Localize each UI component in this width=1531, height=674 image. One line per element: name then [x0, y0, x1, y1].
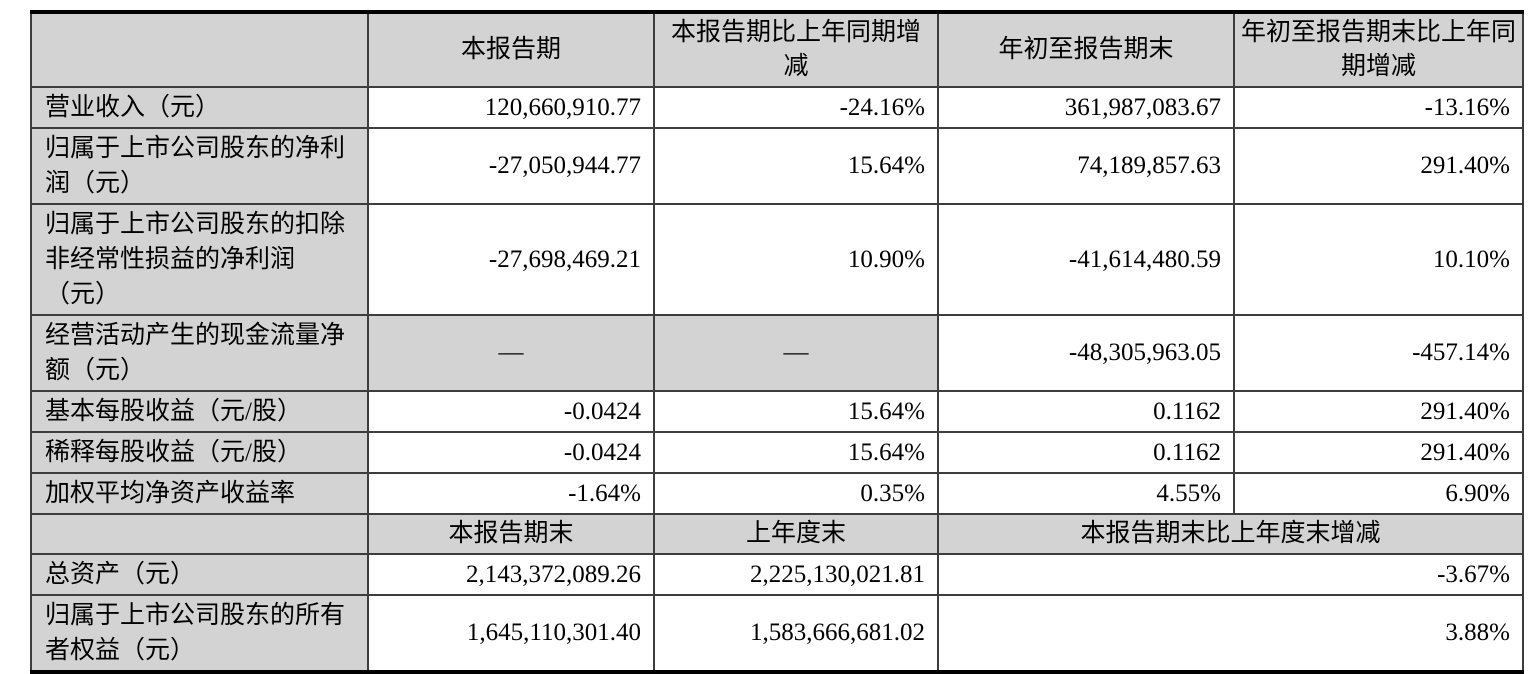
header-corner-cell [30, 11, 369, 88]
net-profit-current-value: -27,050,944.77 [367, 127, 655, 205]
cash-flow-ytd-yoy-value: -457.14% [1233, 314, 1524, 392]
financial-indicators-table: 本报告期 本报告期比上年同期增减 年初至报告期末 年初至报告期末比上年同期增减 … [30, 10, 1524, 674]
equity-label: 归属于上市公司股东的所有者权益（元） [30, 594, 369, 673]
table-header-row: 本报告期 本报告期比上年同期增减 年初至报告期末 年初至报告期末比上年同期增减 [30, 11, 1524, 88]
table-row-total-assets: 总资产（元） 2,143,372,089.26 2,225,130,021.81… [30, 553, 1524, 596]
subheader-corner-cell [30, 513, 369, 555]
net-profit-excl-ytd-value: -41,614,480.59 [937, 203, 1235, 316]
total-assets-end-of-period-value: 2,143,372,089.26 [367, 553, 655, 596]
net-profit-yoy-value: 15.64% [653, 127, 939, 205]
equity-end-of-prev-year-value: 1,583,666,681.02 [653, 594, 939, 673]
basic-eps-ytd-yoy-value: 291.40% [1233, 390, 1524, 433]
table-subheader-row: 本报告期末 上年度末 本报告期末比上年度末增减 [30, 513, 1524, 555]
revenue-ytd-value: 361,987,083.67 [937, 86, 1235, 129]
net-profit-excl-ytd-yoy-value: 10.10% [1233, 203, 1524, 316]
cash-flow-yoy-dash: — [653, 314, 939, 392]
header-current-period: 本报告期 [367, 11, 655, 88]
header-year-to-date-yoy: 年初至报告期末比上年同期增减 [1233, 11, 1524, 88]
revenue-current-value: 120,660,910.77 [367, 86, 655, 129]
equity-end-of-period-value: 1,645,110,301.40 [367, 594, 655, 673]
net-profit-label: 归属于上市公司股东的净利润（元） [30, 127, 369, 205]
total-assets-end-of-prev-year-value: 2,225,130,021.81 [653, 553, 939, 596]
weighted-avg-roe-ytd-value: 4.55% [937, 472, 1235, 515]
revenue-yoy-value: -24.16% [653, 86, 939, 129]
subheader-period-vs-prev-year: 本报告期末比上年度末增减 [937, 513, 1524, 555]
table-row-revenue: 营业收入（元） 120,660,910.77 -24.16% 361,987,0… [30, 86, 1524, 129]
basic-eps-ytd-value: 0.1162 [937, 390, 1235, 433]
table-row-operating-cash-flow: 经营活动产生的现金流量净额（元） — — -48,305,963.05 -457… [30, 314, 1524, 392]
total-assets-label: 总资产（元） [30, 553, 369, 596]
subheader-end-of-prev-year: 上年度末 [653, 513, 939, 555]
revenue-ytd-yoy-value: -13.16% [1233, 86, 1524, 129]
header-current-period-yoy: 本报告期比上年同期增减 [653, 11, 939, 88]
table-row-basic-eps: 基本每股收益（元/股） -0.0424 15.64% 0.1162 291.40… [30, 390, 1524, 433]
table-row-equity: 归属于上市公司股东的所有者权益（元） 1,645,110,301.40 1,58… [30, 594, 1524, 673]
diluted-eps-current-value: -0.0424 [367, 431, 655, 474]
weighted-avg-roe-current-value: -1.64% [367, 472, 655, 515]
cash-flow-label: 经营活动产生的现金流量净额（元） [30, 314, 369, 392]
diluted-eps-ytd-yoy-value: 291.40% [1233, 431, 1524, 474]
weighted-avg-roe-ytd-yoy-value: 6.90% [1233, 472, 1524, 515]
cash-flow-current-dash: — [367, 314, 655, 392]
basic-eps-yoy-value: 15.64% [653, 390, 939, 433]
basic-eps-current-value: -0.0424 [367, 390, 655, 433]
table-row-net-profit-excl-nonrecurring: 归属于上市公司股东的扣除非经常性损益的净利润（元） -27,698,469.21… [30, 203, 1524, 316]
table-row-diluted-eps: 稀释每股收益（元/股） -0.0424 15.64% 0.1162 291.40… [30, 431, 1524, 474]
table-row-net-profit: 归属于上市公司股东的净利润（元） -27,050,944.77 15.64% 7… [30, 127, 1524, 205]
net-profit-ytd-value: 74,189,857.63 [937, 127, 1235, 205]
diluted-eps-yoy-value: 15.64% [653, 431, 939, 474]
total-assets-change-value: -3.67% [937, 553, 1524, 596]
equity-change-value: 3.88% [937, 594, 1524, 673]
weighted-avg-roe-yoy-value: 0.35% [653, 472, 939, 515]
net-profit-excl-label: 归属于上市公司股东的扣除非经常性损益的净利润（元） [30, 203, 369, 316]
header-year-to-date: 年初至报告期末 [937, 11, 1235, 88]
cash-flow-ytd-value: -48,305,963.05 [937, 314, 1235, 392]
weighted-avg-roe-label: 加权平均净资产收益率 [30, 472, 369, 515]
basic-eps-label: 基本每股收益（元/股） [30, 390, 369, 433]
diluted-eps-label: 稀释每股收益（元/股） [30, 431, 369, 474]
revenue-label: 营业收入（元） [30, 86, 369, 129]
net-profit-excl-yoy-value: 10.90% [653, 203, 939, 316]
diluted-eps-ytd-value: 0.1162 [937, 431, 1235, 474]
subheader-end-of-period: 本报告期末 [367, 513, 655, 555]
net-profit-excl-current-value: -27,698,469.21 [367, 203, 655, 316]
net-profit-ytd-yoy-value: 291.40% [1233, 127, 1524, 205]
table-row-weighted-avg-roe: 加权平均净资产收益率 -1.64% 0.35% 4.55% 6.90% [30, 472, 1524, 515]
